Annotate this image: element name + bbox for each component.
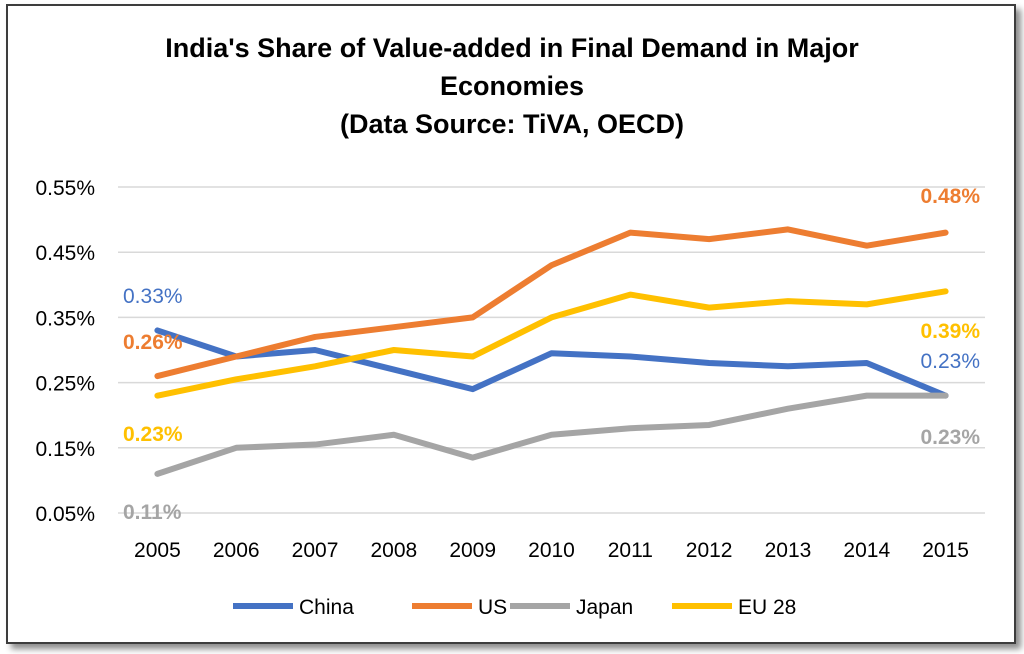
chart-title-line: (Data Source: TiVA, OECD) [340, 109, 684, 139]
y-tick-label: 0.05% [35, 503, 95, 526]
x-tick-label: 2012 [686, 539, 733, 562]
legend-label-japan: Japan [576, 596, 633, 619]
data-label-start-china: 0.33% [123, 285, 183, 308]
x-tick-label: 2007 [292, 539, 339, 562]
legend-label-china: China [299, 596, 354, 619]
series-line-eu-28 [154, 288, 949, 399]
x-tick-label: 2014 [843, 539, 890, 562]
y-tick-label: 0.55% [35, 177, 95, 200]
x-tick-label: 2010 [528, 539, 575, 562]
y-tick-label: 0.45% [35, 242, 95, 265]
x-tick-label: 2011 [608, 539, 653, 562]
y-tick-label: 0.25% [35, 373, 95, 396]
series-line-japan [154, 392, 949, 477]
x-tick-label: 2006 [213, 539, 260, 562]
y-tick-label: 0.35% [35, 307, 95, 330]
x-tick-label: 2005 [134, 539, 181, 562]
data-label-end-us: 0.48% [920, 185, 980, 208]
x-tick-label: 2015 [922, 539, 969, 562]
data-label-end-china: 0.23% [920, 350, 980, 373]
legend-label-eu-28: EU 28 [738, 596, 796, 619]
x-tick-label: 2009 [449, 539, 496, 562]
series-line-china [154, 327, 949, 399]
chart-title-line: India's Share of Value-added in Final De… [165, 33, 859, 63]
data-label-end-japan: 0.23% [920, 426, 980, 449]
chart-title-line: Economies [440, 71, 584, 101]
data-label-end-eu-28: 0.39% [920, 320, 980, 343]
data-label-start-us: 0.26% [123, 331, 183, 354]
chart-frame [6, 4, 1016, 644]
data-label-start-japan: 0.11% [123, 501, 182, 524]
x-tick-label: 2008 [371, 539, 418, 562]
series-line-us [154, 226, 949, 380]
x-tick-label: 2013 [765, 539, 812, 562]
legend-label-us: US [478, 596, 507, 619]
y-tick-label: 0.15% [35, 438, 95, 461]
data-label-start-eu-28: 0.23% [123, 423, 183, 446]
